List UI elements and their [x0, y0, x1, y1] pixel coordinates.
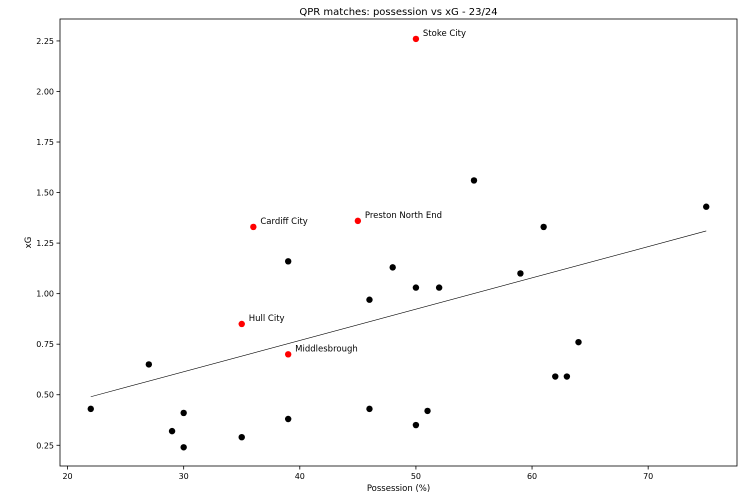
data-point [575, 338, 582, 346]
data-point [238, 433, 245, 441]
point-annotation: Preston North End [365, 211, 442, 221]
x-axis: 20 30 40 50 60 70 [62, 466, 653, 481]
highlight-point [284, 351, 292, 358]
highlight-point [250, 223, 257, 231]
data-point [563, 373, 571, 380]
x-tick-label: 20 [62, 472, 72, 481]
y-axis-label: xG [24, 237, 34, 249]
data-point [366, 296, 373, 303]
point-annotation: Cardiff City [260, 217, 307, 227]
data-point [470, 177, 478, 184]
data-point [552, 373, 559, 380]
data-point [412, 421, 420, 429]
y-tick-label: 0.25 [36, 441, 54, 450]
data-point [284, 415, 292, 423]
data-point [540, 223, 547, 231]
y-tick-label: 1.25 [36, 239, 54, 248]
y-tick-label: 1.50 [36, 189, 54, 198]
data-point [424, 407, 431, 415]
y-tick-label: 2.25 [36, 37, 54, 46]
highlight-point [354, 217, 362, 225]
data-point [145, 361, 153, 368]
data-point [703, 203, 710, 210]
data-point [284, 258, 292, 265]
trend-line [90, 230, 707, 398]
x-axis-label: Possession (%) [367, 484, 430, 494]
data-point [389, 264, 396, 271]
y-tick-label: 0.75 [36, 340, 54, 349]
data-point [435, 284, 443, 291]
point-annotation: Hull City [249, 314, 285, 324]
y-tick-label: 0.50 [36, 391, 54, 400]
x-tick-label: 60 [527, 472, 537, 481]
point-annotation: Middlesbrough [295, 344, 358, 354]
highlight-point [238, 320, 245, 328]
highlight-point [412, 35, 420, 43]
x-tick-label: 50 [411, 472, 421, 481]
point-annotation: Stoke City [423, 29, 466, 39]
plot-frame [59, 18, 738, 467]
y-tick-label: 1.75 [36, 138, 54, 147]
x-tick-label: 70 [643, 472, 653, 481]
data-point [412, 284, 420, 291]
y-tick-label: 2.00 [36, 87, 54, 96]
chart-title: QPR matches: possession vs xG - 23/24 [299, 7, 497, 18]
plot-area: Stoke City Preston North End Cardiff City H… [87, 29, 710, 451]
data-point [366, 405, 373, 413]
data-point [180, 409, 187, 417]
data-point [517, 270, 524, 277]
data-point [168, 427, 176, 435]
y-tick-label: 1.00 [36, 290, 54, 299]
data-point [87, 405, 94, 413]
data-point [180, 444, 187, 451]
x-tick-label: 40 [295, 472, 305, 481]
y-axis: 0.25 0.50 0.75 1.00 1.25 1.50 1.75 2.00 2.25 [36, 37, 60, 450]
x-tick-label: 30 [179, 472, 189, 481]
